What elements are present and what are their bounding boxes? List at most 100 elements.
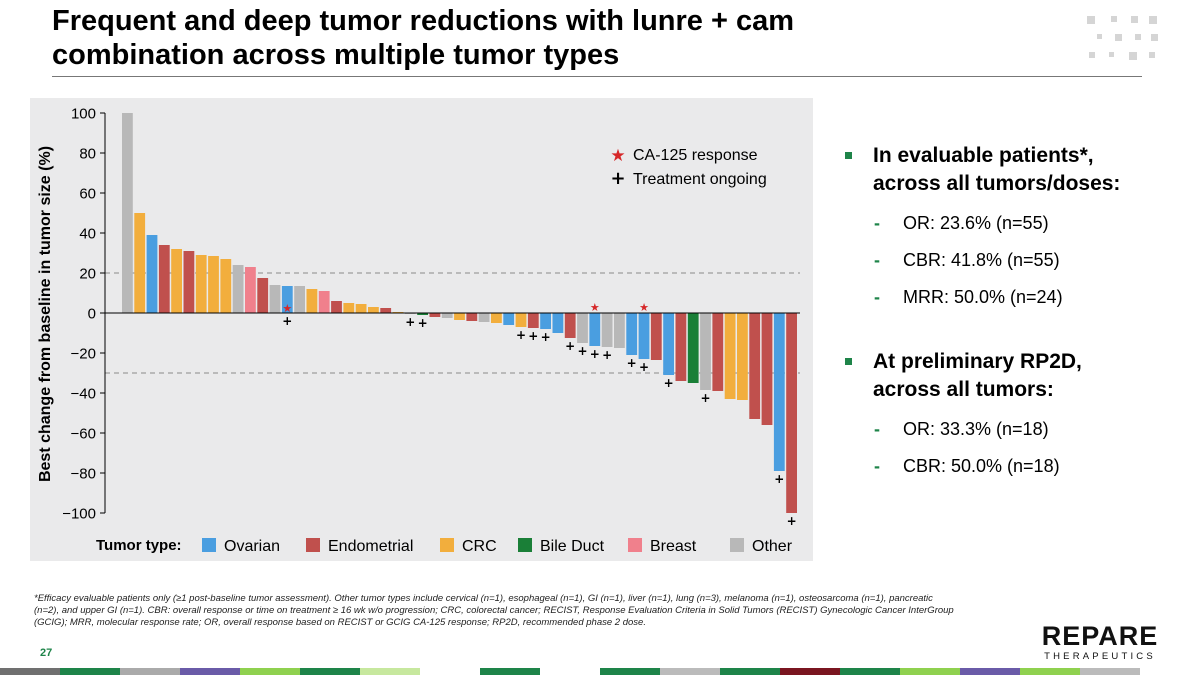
bar-other <box>700 313 711 390</box>
bar-crc <box>343 303 355 313</box>
y-tick-label: 80 <box>79 146 96 163</box>
treatment-ongoing-marker: + <box>418 316 428 330</box>
bar-endometrial <box>380 308 392 313</box>
color-strip-segment <box>120 668 181 675</box>
color-strip-segment <box>420 668 481 675</box>
bar-crc <box>134 213 146 313</box>
color-strip-segment <box>480 668 541 675</box>
bullet-text-line1: In evaluable patients*, <box>873 144 1094 167</box>
y-tick-label: −80 <box>71 466 96 483</box>
legend-star-icon: ★ <box>610 146 625 166</box>
bar-other <box>441 313 453 318</box>
sub-bullet-text: CBR: 50.0% (n=18) <box>903 456 1060 476</box>
treatment-ongoing-marker: + <box>774 472 784 486</box>
title-divider <box>52 76 1142 77</box>
bar-bile <box>687 313 699 383</box>
bullet-square-icon <box>845 152 852 159</box>
bar-endometrial <box>749 313 761 419</box>
color-strip-segment <box>1080 668 1141 675</box>
ca125-star-marker: ★ <box>282 302 292 315</box>
page-number: 27 <box>40 647 53 659</box>
waterfall-chart: Best change from baseline in tumor size … <box>37 106 800 555</box>
bar-endometrial <box>761 313 773 425</box>
sub-bullet-text: CBR: 41.8% (n=55) <box>903 250 1060 270</box>
color-strip-segment <box>660 668 721 675</box>
legend-plus-icon: + <box>610 168 625 189</box>
bar-ovarian <box>540 313 551 329</box>
legend-swatch-bile <box>518 538 532 552</box>
treatment-ongoing-marker: + <box>282 314 292 328</box>
bar-endometrial <box>331 301 342 313</box>
treatment-ongoing-marker: + <box>700 391 710 405</box>
legend-swatch-crc <box>440 538 454 552</box>
bar-endometrial <box>429 313 441 317</box>
bar-endometrial <box>650 313 662 360</box>
color-strip-segment <box>180 668 241 675</box>
slide-title-line2: combination across multiple tumor types <box>52 39 620 71</box>
decorative-color-strip <box>0 668 1200 675</box>
dash-icon: - <box>874 456 880 476</box>
bar-other <box>269 285 281 313</box>
legend-label-endometrial: Endometrial <box>328 538 413 555</box>
treatment-ongoing-marker: + <box>602 348 612 362</box>
bar-crc <box>724 313 736 399</box>
treatment-ongoing-marker: + <box>541 330 551 344</box>
legend-label-crc: CRC <box>462 538 497 555</box>
color-strip-segment <box>540 668 601 675</box>
ca125-star-marker: ★ <box>590 301 600 314</box>
bar-other <box>614 313 625 348</box>
y-tick-label: 0 <box>88 306 96 323</box>
bar-ovarian <box>552 313 564 333</box>
bullet-evaluable-patients: In evaluable patients*, across all tumor… <box>843 142 1183 198</box>
bar-endometrial <box>675 313 687 381</box>
color-strip-segment <box>60 668 121 675</box>
color-strip-segment <box>900 668 961 675</box>
y-tick-label: −60 <box>71 426 96 443</box>
bar-ovarian <box>773 313 785 471</box>
bar-endometrial <box>257 278 269 313</box>
bar-ovarian <box>281 286 293 313</box>
bar-ovarian <box>626 313 638 355</box>
bar-crc <box>220 259 232 313</box>
bar-other <box>478 313 490 322</box>
legend-swatch-endometrial <box>306 538 320 552</box>
bar-crc <box>491 313 502 323</box>
color-strip-segment <box>360 668 421 675</box>
treatment-ongoing-marker: + <box>664 376 674 390</box>
legend-swatch-ovarian <box>202 538 216 552</box>
footnote: *Efficacy evaluable patients only (≥1 po… <box>34 593 954 628</box>
bar-other <box>122 113 133 313</box>
legend-plus-label: Treatment ongoing <box>633 171 767 188</box>
sub-bullet-text: MRR: 50.0% (n=24) <box>903 287 1063 307</box>
sub-bullet-cbr-rp2d: - CBR: 50.0% (n=18) <box>843 455 1183 477</box>
tumor-type-legend-title: Tumor type: <box>96 537 182 554</box>
repare-logo: REPARE THERAPEUTICS <box>1040 622 1160 662</box>
dash-icon: - <box>874 250 880 270</box>
treatment-ongoing-marker: + <box>565 339 575 353</box>
color-strip-segment <box>240 668 301 675</box>
legend-label-breast: Breast <box>650 538 697 555</box>
legend-star-label: CA-125 response <box>633 147 758 164</box>
color-strip-segment <box>1020 668 1081 675</box>
y-tick-label: 60 <box>79 186 96 203</box>
sub-bullet-cbr: - CBR: 41.8% (n=55) <box>843 249 1183 271</box>
treatment-ongoing-marker: + <box>590 347 600 361</box>
bar-ovarian <box>146 235 158 313</box>
bar-crc <box>306 289 318 313</box>
legend-label-ovarian: Ovarian <box>224 538 280 555</box>
legend-swatch-breast <box>628 538 642 552</box>
color-strip-segment <box>1140 668 1200 675</box>
legend-label-other: Other <box>752 538 793 555</box>
bar-crc <box>171 249 182 313</box>
slide-title-line1: Frequent and deep tumor reductions with … <box>52 5 795 37</box>
bar-crc <box>454 313 465 320</box>
bar-crc <box>515 313 527 327</box>
bar-crc <box>208 256 219 313</box>
bullet-text-line2: across all tumors/doses: <box>873 172 1121 195</box>
bar-endometrial <box>712 313 724 391</box>
dash-icon: - <box>874 287 880 307</box>
waterfall-chart-panel: Best change from baseline in tumor size … <box>30 98 813 561</box>
y-tick-label: 100 <box>71 106 96 123</box>
sub-bullet-or: - OR: 23.6% (n=55) <box>843 212 1183 234</box>
color-strip-segment <box>720 668 781 675</box>
